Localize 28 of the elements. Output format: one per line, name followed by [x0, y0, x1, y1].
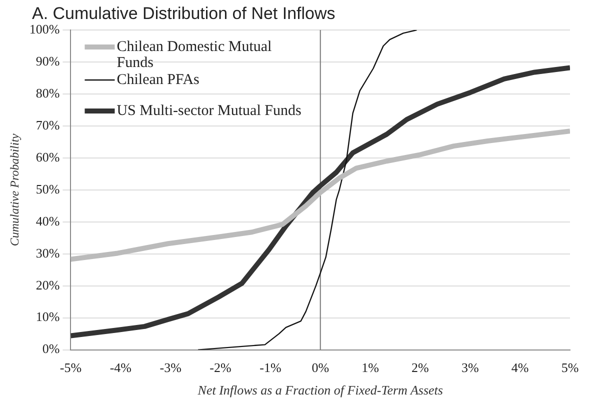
y-tick-label: 0%	[42, 341, 60, 356]
y-tick-label: 50%	[36, 181, 60, 196]
y-tick-label: 10%	[36, 309, 60, 324]
y-tick-label: 70%	[36, 117, 60, 132]
x-tick-label: -5%	[60, 360, 82, 376]
x-tick-label: -3%	[160, 360, 182, 376]
y-tick-label: 40%	[36, 213, 60, 228]
legend-label: Chilean Domestic Mutual Funds	[116, 38, 272, 71]
y-tick-label: 80%	[36, 85, 60, 100]
y-tick-label: 100%	[29, 21, 60, 36]
x-tick-label: 4%	[511, 360, 529, 376]
y-tick-label: 30%	[36, 245, 60, 260]
x-tick-label: 1%	[362, 360, 380, 376]
x-tick-label: 2%	[412, 360, 430, 376]
x-tick-label: 0%	[312, 360, 330, 376]
legend-label: US Multi-sector Mutual Funds	[116, 102, 302, 119]
y-tick-label: 90%	[36, 53, 60, 68]
y-tick-label: 20%	[36, 277, 60, 292]
x-tick-label: 5%	[561, 360, 579, 376]
x-tick-label: 3%	[461, 360, 479, 376]
x-tick-label: -4%	[110, 360, 132, 376]
x-axis-title: Net Inflows as a Fraction of Fixed-Term Assets	[196, 382, 443, 398]
x-tick-label: -2%	[210, 360, 232, 376]
legend-label: Chilean PFAs	[116, 72, 200, 88]
chart-title: A. Cumulative Distribution of Net Inflows	[32, 4, 336, 24]
y-tick-label: 60%	[36, 149, 60, 164]
x-tick-label: -1%	[260, 360, 282, 376]
y-axis-title: Cumulative Probability	[7, 132, 22, 246]
